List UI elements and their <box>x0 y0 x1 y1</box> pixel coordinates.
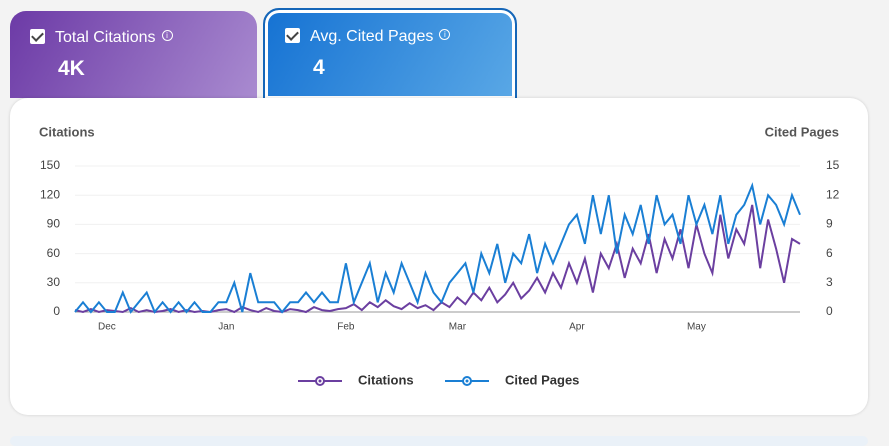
y-tick-label: 60 <box>47 246 61 260</box>
y-axis-title: Citations <box>39 124 95 139</box>
tab-label: Avg. Cited Pages <box>310 28 434 45</box>
x-tick-label: Jan <box>218 322 234 333</box>
y2-tick-label: 15 <box>826 158 840 172</box>
chart-card <box>10 98 868 415</box>
y2-tick-label: 6 <box>826 246 833 260</box>
x-tick-label: Feb <box>337 322 355 333</box>
tab[interactable]: Total Citations i 4K <box>10 11 257 98</box>
x-tick-label: Apr <box>569 322 585 333</box>
x-tick-label: Mar <box>449 322 467 333</box>
y2-tick-label: 9 <box>826 217 833 231</box>
legend-dot <box>318 379 322 383</box>
y-tick-label: 150 <box>40 158 60 172</box>
legend-dot <box>465 379 469 383</box>
x-tick-label: May <box>687 322 706 333</box>
series-line <box>74 204 801 314</box>
y2-tick-label: 3 <box>826 275 833 289</box>
tab-value: 4K <box>58 57 85 80</box>
y-tick-label: 90 <box>47 217 61 231</box>
legend-label: Cited Pages <box>505 372 579 387</box>
next-panel <box>10 436 868 446</box>
y2-tick-label: 12 <box>826 187 840 201</box>
tab-value: 4 <box>313 56 325 79</box>
checkbox[interactable] <box>285 28 300 43</box>
x-tick-label: Dec <box>98 322 116 333</box>
y2-tick-label: 0 <box>826 304 833 318</box>
info-icon[interactable]: i <box>161 30 173 41</box>
checkbox[interactable] <box>30 29 45 44</box>
tab-label: Total Citations <box>55 29 156 46</box>
y-tick-label: 30 <box>47 275 61 289</box>
series-line <box>74 182 801 314</box>
y2-axis-title: Cited Pages <box>765 124 839 139</box>
y-tick-label: 0 <box>53 304 60 318</box>
legend-label: Citations <box>358 372 414 387</box>
info-icon[interactable]: i <box>439 29 451 40</box>
y-tick-label: 120 <box>40 187 60 201</box>
